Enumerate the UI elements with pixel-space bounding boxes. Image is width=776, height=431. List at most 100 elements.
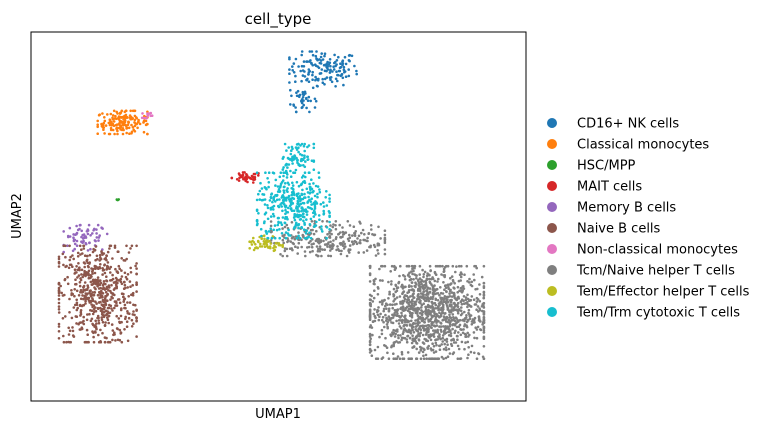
data-point	[319, 62, 323, 65]
data-point	[456, 357, 460, 361]
data-point	[411, 308, 415, 311]
data-point	[446, 327, 449, 330]
data-point	[442, 315, 446, 318]
data-point	[322, 201, 325, 204]
data-point	[84, 235, 87, 238]
data-point	[308, 182, 311, 186]
data-point	[436, 280, 439, 283]
data-point	[258, 245, 262, 248]
data-point	[457, 295, 460, 299]
data-point	[113, 306, 116, 310]
data-point	[401, 308, 405, 312]
data-point	[308, 231, 311, 234]
data-point	[115, 123, 119, 126]
data-point	[482, 293, 486, 296]
data-point	[441, 264, 444, 268]
data-point	[378, 300, 382, 304]
data-point	[368, 308, 372, 312]
data-point	[398, 325, 402, 328]
data-point	[312, 232, 316, 236]
data-point	[439, 264, 442, 268]
data-point	[125, 257, 128, 261]
data-point	[405, 324, 409, 327]
data-point	[307, 245, 311, 249]
data-point	[306, 145, 309, 149]
data-point	[279, 171, 283, 174]
data-point	[81, 237, 85, 240]
data-point	[286, 156, 290, 160]
data-point	[444, 356, 448, 360]
data-point	[126, 123, 130, 127]
data-point	[437, 277, 440, 281]
data-point	[296, 252, 300, 255]
data-point	[282, 189, 286, 192]
data-point	[124, 116, 127, 120]
data-point	[412, 278, 415, 281]
data-point	[83, 340, 87, 344]
data-point	[80, 229, 83, 233]
data-point	[307, 68, 311, 71]
data-point	[462, 295, 466, 298]
data-point	[66, 275, 69, 279]
data-point	[97, 301, 101, 304]
data-point	[424, 281, 428, 285]
data-point	[434, 341, 438, 345]
data-point	[371, 300, 375, 303]
data-point	[300, 193, 304, 197]
data-point	[405, 300, 409, 304]
data-point	[376, 249, 379, 252]
data-point	[392, 352, 395, 356]
data-point	[103, 263, 106, 267]
data-point	[385, 307, 388, 311]
data-point	[73, 294, 76, 298]
data-point	[383, 238, 387, 241]
data-point	[73, 268, 77, 272]
data-point	[414, 325, 418, 328]
data-point	[95, 322, 98, 325]
data-point	[84, 274, 87, 278]
data-point	[417, 351, 421, 354]
data-point	[94, 300, 97, 304]
data-point	[358, 241, 361, 244]
data-point	[359, 239, 362, 242]
data-point	[305, 213, 309, 216]
data-point	[373, 319, 377, 323]
data-point	[301, 188, 304, 192]
data-point	[325, 236, 328, 240]
data-point	[273, 244, 276, 248]
data-point	[97, 236, 101, 239]
data-point	[470, 320, 474, 323]
data-point	[106, 261, 110, 264]
data-point	[339, 252, 343, 256]
data-point	[286, 217, 289, 221]
data-point	[442, 325, 445, 328]
data-point	[344, 62, 348, 66]
data-point	[99, 286, 102, 290]
data-point	[281, 227, 284, 230]
data-point	[87, 223, 91, 227]
data-point	[295, 206, 298, 210]
data-point	[303, 165, 307, 169]
data-point	[306, 155, 310, 159]
data-point	[107, 321, 110, 325]
data-point	[257, 192, 260, 196]
data-point	[284, 208, 287, 212]
data-point	[256, 239, 260, 243]
data-point	[466, 318, 470, 322]
data-point	[338, 69, 342, 73]
data-point	[276, 216, 280, 220]
data-point	[412, 345, 416, 349]
data-point	[265, 243, 269, 246]
data-point	[130, 293, 133, 297]
data-point	[267, 246, 270, 249]
data-point	[237, 172, 241, 175]
data-point	[71, 329, 75, 333]
data-point	[368, 315, 372, 318]
data-point	[305, 236, 309, 240]
data-point	[438, 303, 441, 307]
data-point	[293, 155, 296, 158]
data-point	[413, 284, 417, 288]
data-point	[289, 103, 292, 106]
data-point	[112, 281, 116, 284]
data-point	[97, 316, 100, 320]
